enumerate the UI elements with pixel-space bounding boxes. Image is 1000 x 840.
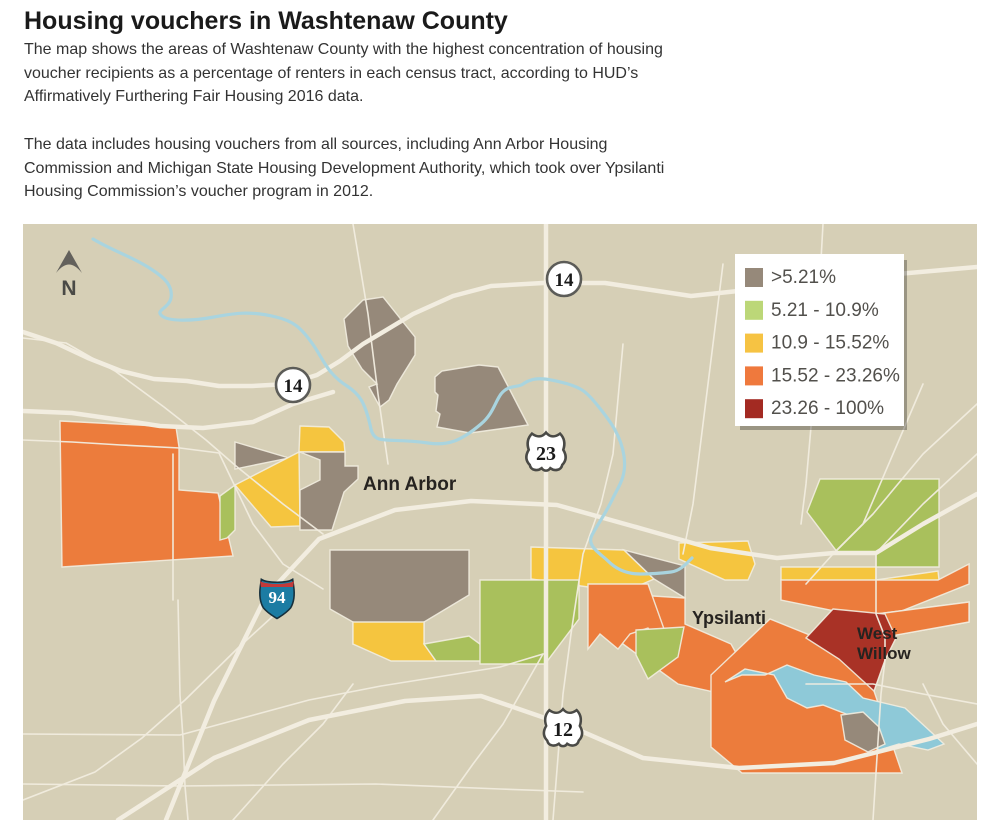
svg-text:Willow: Willow [857, 644, 911, 663]
svg-text:14: 14 [284, 376, 304, 397]
svg-text:23.26 - 100%: 23.26 - 100% [771, 398, 884, 419]
svg-text:14: 14 [555, 270, 575, 291]
svg-text:Ypsilanti: Ypsilanti [692, 608, 766, 628]
svg-text:West: West [857, 624, 898, 643]
svg-text:12: 12 [553, 719, 573, 741]
svg-text:>5.21%: >5.21% [771, 267, 836, 288]
svg-text:Ann Arbor: Ann Arbor [363, 474, 457, 495]
svg-text:5.21 - 10.9%: 5.21 - 10.9% [771, 300, 879, 321]
svg-text:94: 94 [269, 588, 287, 607]
svg-text:N: N [61, 277, 76, 300]
svg-text:15.52 - 23.26%: 15.52 - 23.26% [771, 365, 900, 386]
svg-text:23: 23 [536, 443, 556, 465]
svg-text:10.9 - 15.52%: 10.9 - 15.52% [771, 333, 889, 354]
